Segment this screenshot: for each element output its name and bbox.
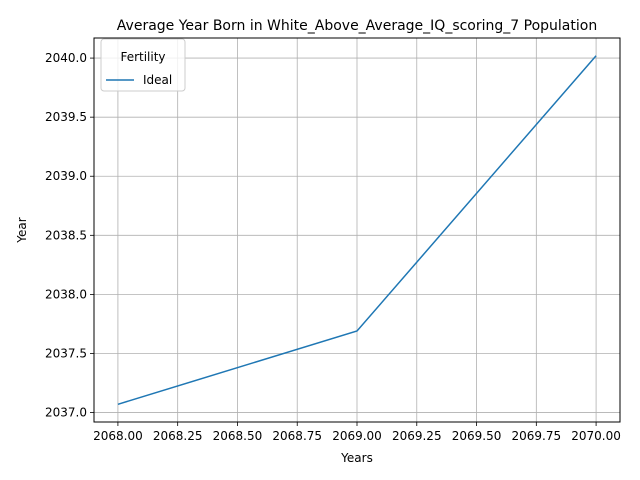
legend-label-ideal: Ideal: [143, 73, 172, 87]
x-tick-label: 2069.00: [332, 429, 382, 443]
legend-box: [100, 38, 186, 92]
legend-title: Fertility: [120, 50, 165, 64]
x-tick-label: 2068.75: [272, 429, 322, 443]
x-tick-label: 2070.00: [571, 429, 621, 443]
y-tick-label: 2038.5: [45, 228, 87, 242]
legend: Fertility Ideal: [100, 38, 186, 92]
x-axis-ticks: 2068.00 2068.25 2068.50 2068.75 2069.00 2069.…: [93, 422, 621, 443]
y-tick-label: 2038.0: [45, 287, 87, 301]
chart-title: Average Year Born in White_Above_Average…: [117, 18, 597, 34]
x-tick-label: 2069.50: [452, 429, 502, 443]
series-line-ideal: [117, 55, 597, 405]
y-tick-label: 2037.5: [45, 346, 87, 360]
x-tick-label: 2068.00: [93, 429, 143, 443]
series-lines: [117, 55, 597, 405]
y-axis-ticks: 2037.0 2037.5 2038.0 2038.5 2039.0 2039.5 2040…: [45, 51, 94, 420]
x-axis-label: Years: [340, 451, 373, 465]
plot-frame: [93, 37, 621, 423]
y-tick-label: 2037.0: [45, 406, 87, 420]
y-tick-label: 2040.0: [45, 51, 87, 65]
y-tick-label: 2039.5: [45, 110, 87, 124]
x-tick-label: 2068.50: [213, 429, 263, 443]
x-tick-label: 2069.75: [512, 429, 562, 443]
grid: [94, 38, 620, 422]
y-tick-label: 2039.0: [45, 169, 87, 183]
x-tick-label: 2069.25: [392, 429, 442, 443]
x-tick-label: 2068.25: [153, 429, 203, 443]
y-axis-label: Year: [15, 217, 29, 243]
